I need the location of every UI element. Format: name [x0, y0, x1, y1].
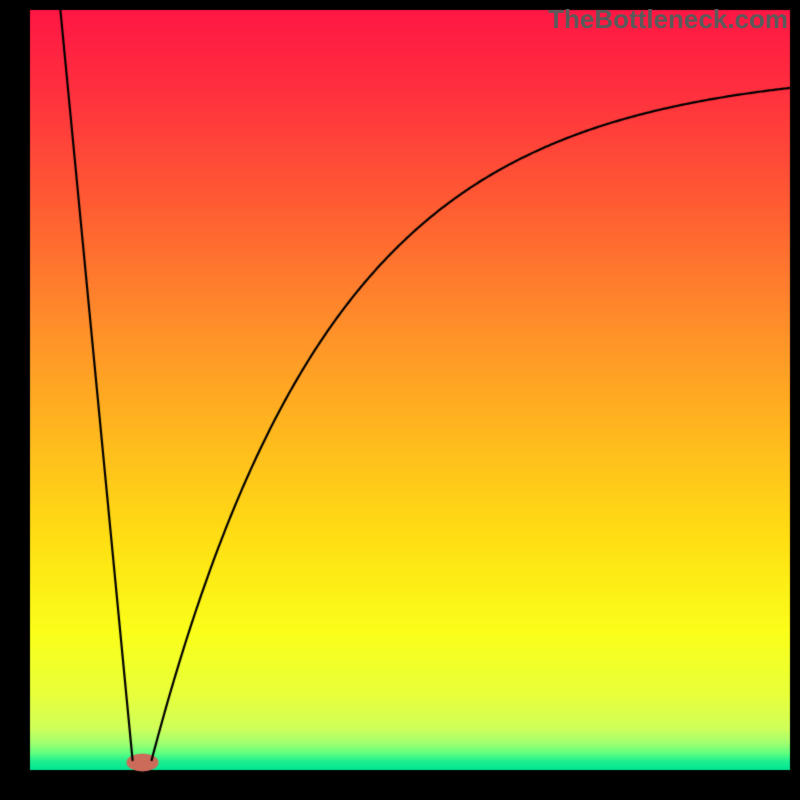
watermark-label: TheBottleneck.com	[548, 4, 788, 35]
bottleneck-curve-chart	[0, 0, 800, 800]
chart-container: TheBottleneck.com	[0, 0, 800, 800]
